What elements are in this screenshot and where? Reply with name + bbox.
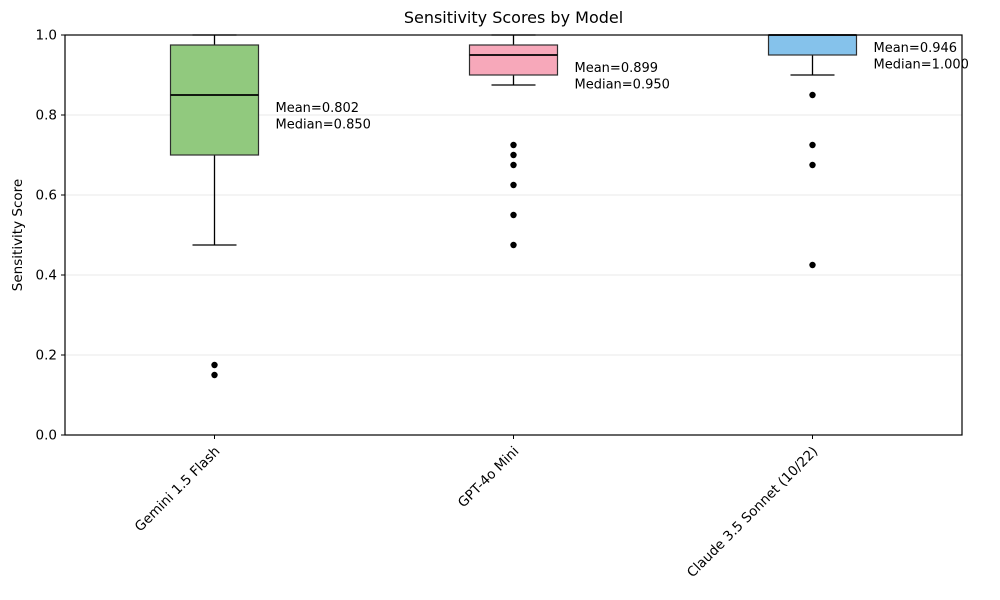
outlier-point <box>510 161 517 169</box>
y-tick-label: 1.0 <box>36 28 57 44</box>
x-tick-label: Claude 3.5 Sonnet (10/22) <box>684 444 821 581</box>
outlier-point <box>510 141 517 149</box>
annotation-mean: Mean=0.946 <box>874 41 958 56</box>
box <box>468 44 559 76</box>
annotation-median: Median=1.000 <box>874 58 969 73</box>
y-tick-label: 0.6 <box>36 188 57 204</box>
chart-title: Sensitivity Scores by Model <box>403 8 624 27</box>
y-tick-label: 0.0 <box>36 428 57 444</box>
y-tick-label: 0.2 <box>36 348 57 364</box>
annotation-median: Median=0.950 <box>575 78 670 93</box>
outlier-point <box>211 371 218 379</box>
outlier-point <box>809 91 816 99</box>
outlier-point <box>809 161 816 169</box>
annotation-mean: Mean=0.802 <box>276 101 360 116</box>
outlier-point <box>510 181 517 189</box>
outlier-point <box>809 141 816 149</box>
y-tick-label: 0.8 <box>36 108 57 124</box>
outlier-point <box>809 261 816 269</box>
y-tick-label: 0.4 <box>36 268 57 284</box>
box <box>767 34 858 56</box>
outlier-point <box>510 241 517 249</box>
outlier-point <box>510 211 517 219</box>
x-tick-label: Gemini 1.5 Flash <box>132 444 224 536</box>
x-tick-label: GPT-4o Mini <box>455 444 522 511</box>
annotation-median: Median=0.850 <box>276 118 371 133</box>
outlier-point <box>211 361 218 369</box>
annotation-mean: Mean=0.899 <box>575 61 659 76</box>
outlier-point <box>510 151 517 159</box>
box <box>169 44 260 156</box>
plot-frame <box>64 34 963 436</box>
